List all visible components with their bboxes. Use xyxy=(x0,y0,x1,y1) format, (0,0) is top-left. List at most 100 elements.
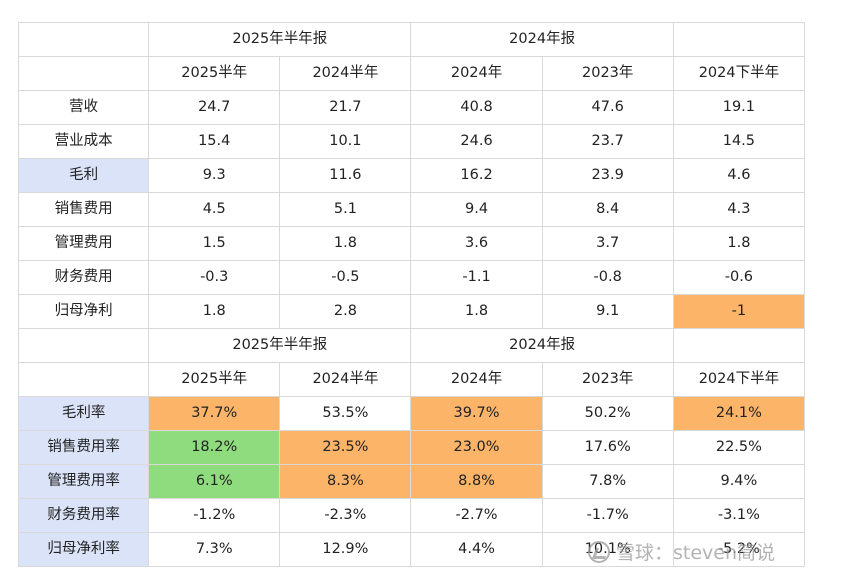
value-cell: 21.7 xyxy=(279,90,412,125)
row-label: 毛利率 xyxy=(17,396,150,431)
t1-period-header: 2025半年 xyxy=(148,56,281,91)
value-cell: 1.8 xyxy=(672,226,806,261)
table-row: 营收 24.7 21.7 40.8 47.6 19.1 xyxy=(17,90,806,125)
table-row: 销售费用 4.5 5.1 9.4 8.4 4.3 xyxy=(17,192,806,227)
highlighted-value-cell: 8.8% xyxy=(410,464,543,499)
value-cell: 19.1 xyxy=(672,90,806,125)
table-row: 销售费用率 18.2% 23.5% 23.0% 17.6% 22.5% xyxy=(17,430,806,465)
value-cell: 9.3 xyxy=(148,158,281,193)
t2-period-corner xyxy=(17,362,150,397)
row-label: 销售费用 xyxy=(17,192,150,227)
xueqiu-logo-icon xyxy=(588,540,610,563)
highlighted-value-cell: 23.0% xyxy=(410,430,543,465)
value-cell: 12.9% xyxy=(279,532,412,567)
value-cell: 3.6 xyxy=(410,226,543,261)
t2-period-header: 2024年 xyxy=(410,362,543,397)
value-cell: -1.2% xyxy=(148,498,281,533)
value-cell: 9.4% xyxy=(672,464,806,499)
value-cell: 16.2 xyxy=(410,158,543,193)
table-row: 归母净利 1.8 2.8 1.8 9.1 -1 xyxy=(17,294,806,329)
highlighted-value-cell: 39.7% xyxy=(410,396,543,431)
value-cell: 24.6 xyxy=(410,124,543,159)
highlighted-value-cell: 23.5% xyxy=(279,430,412,465)
row-label: 营收 xyxy=(17,90,150,125)
value-cell: 23.7 xyxy=(541,124,674,159)
value-cell: 1.5 xyxy=(148,226,281,261)
t1-corner-cell xyxy=(17,22,150,57)
value-cell: 50.2% xyxy=(541,396,674,431)
value-cell: 3.7 xyxy=(541,226,674,261)
value-cell: 24.7 xyxy=(148,90,281,125)
t1-period-corner xyxy=(17,56,150,91)
t2-period-header: 2025半年 xyxy=(148,362,281,397)
value-cell: -2.7% xyxy=(410,498,543,533)
t1-period-header: 2023年 xyxy=(541,56,674,91)
t2-group-header-row: 2025年半年报 2024年报 xyxy=(17,328,806,363)
value-cell: 53.5% xyxy=(279,396,412,431)
row-label: 财务费用率 xyxy=(17,498,150,533)
table-row: 财务费用率 -1.2% -2.3% -2.7% -1.7% -3.1% xyxy=(17,498,806,533)
value-cell: 23.9 xyxy=(541,158,674,193)
row-label: 毛利 xyxy=(17,158,150,193)
value-cell: 7.8% xyxy=(541,464,674,499)
table-row: 毛利 9.3 11.6 16.2 23.9 4.6 xyxy=(17,158,806,193)
value-cell: 7.3% xyxy=(148,532,281,567)
row-label: 营业成本 xyxy=(17,124,150,159)
row-label: 归母净利率 xyxy=(17,532,150,567)
highlighted-value-cell: 8.3% xyxy=(279,464,412,499)
t1-group-header: 2024年报 xyxy=(410,22,674,57)
value-cell: 1.8 xyxy=(148,294,281,329)
t2-corner-cell xyxy=(17,328,150,363)
value-cell: 11.6 xyxy=(279,158,412,193)
watermark: 雪球：steven简说 xyxy=(588,538,775,565)
financial-table: 2025年半年报 2024年报 2025半年 2024半年 2024年 2023… xyxy=(17,22,806,567)
value-cell: 17.6% xyxy=(541,430,674,465)
t1-period-header: 2024年 xyxy=(410,56,543,91)
t2-group-header: 2025年半年报 xyxy=(148,328,412,363)
watermark-text: 雪球：steven简说 xyxy=(616,542,776,564)
row-label: 归母净利 xyxy=(17,294,150,329)
highlighted-value-cell: 37.7% xyxy=(148,396,281,431)
value-cell: 9.1 xyxy=(541,294,674,329)
value-cell: -0.3 xyxy=(148,260,281,295)
value-cell: 47.6 xyxy=(541,90,674,125)
value-cell: -0.5 xyxy=(279,260,412,295)
value-cell: 4.5 xyxy=(148,192,281,227)
table-row: 毛利率 37.7% 53.5% 39.7% 50.2% 24.1% xyxy=(17,396,806,431)
t1-group-header-row: 2025年半年报 2024年报 xyxy=(17,22,806,57)
value-cell: 15.4 xyxy=(148,124,281,159)
table-row: 归母净利率 7.3% 12.9% 4.4% 10.1% -5.2% xyxy=(17,532,806,567)
value-cell: -0.8 xyxy=(541,260,674,295)
t2-period-header-row: 2025半年 2024半年 2024年 2023年 2024下半年 xyxy=(17,362,806,397)
value-cell: 40.8 xyxy=(410,90,543,125)
highlighted-value-cell: 24.1% xyxy=(672,396,806,431)
table-row: 管理费用率 6.1% 8.3% 8.8% 7.8% 9.4% xyxy=(17,464,806,499)
t2-period-header: 2024下半年 xyxy=(672,362,806,397)
value-cell: -3.1% xyxy=(672,498,806,533)
value-cell: 22.5% xyxy=(672,430,806,465)
value-cell: 9.4 xyxy=(410,192,543,227)
t1-group-empty xyxy=(672,22,806,57)
t1-period-header: 2024下半年 xyxy=(672,56,806,91)
value-cell: 4.3 xyxy=(672,192,806,227)
row-label: 销售费用率 xyxy=(17,430,150,465)
value-cell: -1.7% xyxy=(541,498,674,533)
highlighted-value-cell: 6.1% xyxy=(148,464,281,499)
value-cell: 14.5 xyxy=(672,124,806,159)
value-cell: -1.1 xyxy=(410,260,543,295)
t2-period-header: 2024半年 xyxy=(279,362,412,397)
value-cell: 1.8 xyxy=(410,294,543,329)
t1-period-header: 2024半年 xyxy=(279,56,412,91)
value-cell: 5.1 xyxy=(279,192,412,227)
t2-group-empty xyxy=(672,328,806,363)
value-cell: 4.4% xyxy=(410,532,543,567)
value-cell: -5.2% xyxy=(672,532,806,567)
row-label: 管理费用 xyxy=(17,226,150,261)
value-cell: 1.8 xyxy=(279,226,412,261)
row-label: 管理费用率 xyxy=(17,464,150,499)
table-row: 营业成本 15.4 10.1 24.6 23.7 14.5 xyxy=(17,124,806,159)
value-cell: 2.8 xyxy=(279,294,412,329)
t2-period-header: 2023年 xyxy=(541,362,674,397)
t1-group-header: 2025年半年报 xyxy=(148,22,412,57)
table-row: 管理费用 1.5 1.8 3.6 3.7 1.8 xyxy=(17,226,806,261)
